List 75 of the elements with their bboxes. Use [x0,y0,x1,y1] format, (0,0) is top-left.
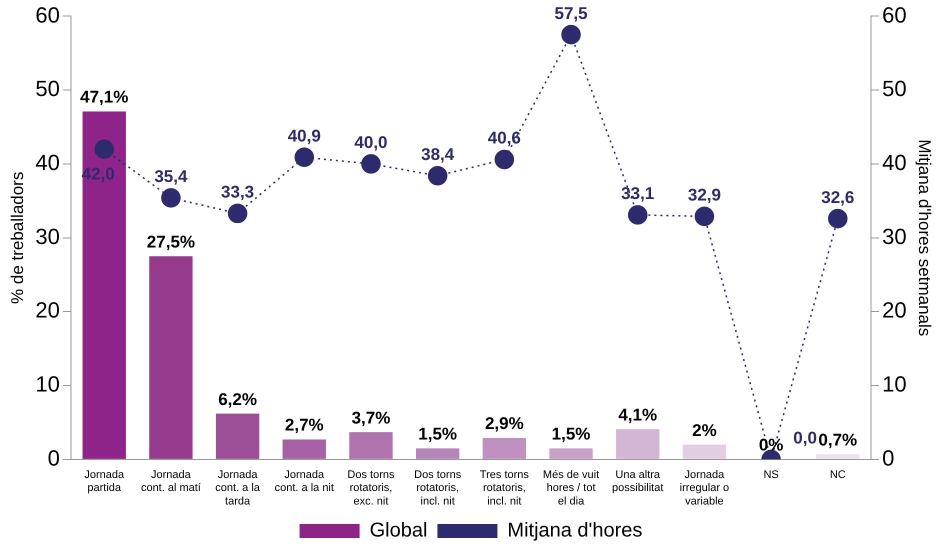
x-tick-label: Jornada cont. al matí [140,469,202,494]
data-label: 35,4 [154,167,188,186]
bar [349,432,393,459]
point [428,166,448,186]
legend-label: Global [370,520,428,542]
y-tick-label: 60 [35,2,60,28]
y2-tick-label: 50 [882,76,907,102]
data-label: 6,2% [218,390,257,409]
x-tick-label: Jornada irregular o variable [680,469,730,508]
bar [682,444,726,459]
data-label: 1,5% [418,424,458,444]
data-label: 0% [758,436,784,455]
x-tick-label: Tres torns rotatoris, incl. nit [480,469,530,508]
data-label: 2,7% [284,416,324,435]
data-label: 1,5% [552,424,590,444]
y2-tick-label: 20 [882,298,907,323]
y2-tick-label: 60 [882,2,907,28]
legend-label: Mitjana d'hores [507,520,642,542]
point [161,188,181,208]
data-label: 0,0 [793,428,817,448]
point [828,208,848,228]
y2-axis-title: Mitjana d'hores setmanals [915,139,934,336]
point [494,150,514,170]
data-label: 27,5% [146,232,196,252]
y-tick-label: 50 [35,76,60,102]
y2-tick-label: 10 [882,372,907,397]
data-label: 33,1 [621,184,654,204]
bar [482,438,526,459]
y-tick-label: 10 [35,372,60,397]
data-label: 0,7% [818,430,858,450]
data-label: 32,6 [821,188,854,207]
x-tick-label: Dos torns rotatoris, incl. nit [414,469,462,508]
data-label: 32,9 [688,186,721,205]
x-tick-label: NS [763,469,779,482]
data-label: 40,9 [288,126,321,146]
y-tick-label: 20 [35,298,60,323]
x-tick-label: Jornada cont. a la tarda [215,469,261,508]
data-label: 57,5 [554,4,588,23]
data-label: 4,1% [618,405,658,424]
y2-tick-label: 30 [882,224,907,249]
x-tick-label: Dos torns rotatoris, exc. nit [347,469,395,508]
bar [549,448,593,459]
data-label: 47,1% [80,88,128,107]
point [361,154,381,174]
x-tick-label: NC [830,469,846,482]
data-label: 3,7% [352,408,390,428]
x-tick-label: Jornada cont. a la nit [274,469,334,494]
point [628,205,648,225]
y-axis-title: % de treballadors [8,172,27,304]
y-tick-label: 0 [48,445,60,470]
x-tick-label: Jornada partida [84,469,125,494]
data-label: 40,6 [488,128,521,148]
bar [282,439,326,459]
y2-tick-label: 0 [882,445,894,470]
y-tick-label: 30 [35,224,60,249]
point [294,148,314,168]
y-tick-label: 40 [35,150,60,175]
data-label: 33,3 [221,182,254,202]
bar [82,111,126,459]
point [561,24,581,44]
data-label: 38,4 [421,144,455,164]
bar [149,256,193,459]
bar [616,429,660,459]
bar [816,454,860,459]
point [228,204,248,224]
y2-tick-label: 40 [882,150,907,175]
bar [416,448,460,459]
point [94,139,114,159]
data-label: 2% [692,420,717,440]
x-tick-label: Una altra possibilitat [612,469,664,494]
data-label: 40,0 [354,133,388,152]
point [694,206,714,226]
data-label: 2,9% [484,414,524,434]
x-tick-label: Més de vuit hores / tot el dia [542,469,600,508]
bar [216,414,260,459]
